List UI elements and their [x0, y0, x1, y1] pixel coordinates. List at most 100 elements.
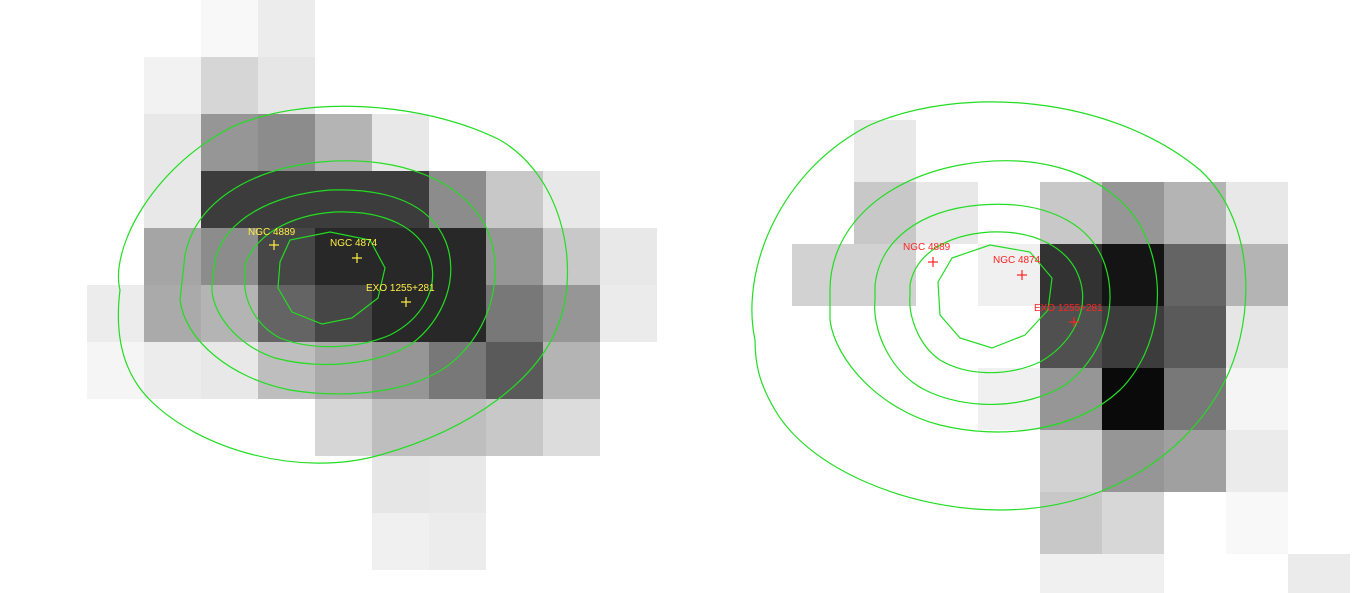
- pixel: [1040, 430, 1102, 492]
- pixel: [201, 114, 258, 171]
- left-xray-map: NGC 4889 NGC 4874 EXO 1255+281: [87, 0, 657, 570]
- right-contour-3: [874, 203, 1111, 406]
- pixel: [201, 0, 258, 57]
- pixel: [486, 342, 543, 399]
- pixel: [258, 114, 315, 171]
- left-contour-2: [179, 160, 496, 395]
- pixel: [429, 171, 486, 228]
- right-label-ngc4874: NGC 4874: [993, 255, 1041, 266]
- right-contour-4: [909, 231, 1084, 374]
- pixel: [1226, 182, 1288, 244]
- pixel: [144, 171, 201, 228]
- pixel: [1164, 244, 1226, 306]
- right-marker-ngc4889: NGC 4889: [903, 242, 951, 267]
- pixel: [486, 285, 543, 342]
- pixel: [201, 285, 258, 342]
- pixel: [600, 285, 657, 342]
- pixel: [1164, 430, 1226, 492]
- right-pixel-grid: [792, 120, 1350, 593]
- pixel: [201, 171, 258, 228]
- pixel: [543, 285, 600, 342]
- pixel: [258, 342, 315, 399]
- right-label-ngc4889: NGC 4889: [903, 242, 951, 253]
- pixel: [1164, 368, 1226, 430]
- pixel: [315, 399, 372, 456]
- pixel: [543, 342, 600, 399]
- pixel: [144, 342, 201, 399]
- pixel: [1164, 306, 1226, 368]
- pixel: [87, 342, 144, 399]
- right-marker-ngc4874: NGC 4874: [993, 255, 1041, 280]
- pixel: [1040, 368, 1102, 430]
- pixel: [144, 285, 201, 342]
- left-label-ngc4889: NGC 4889: [248, 227, 296, 238]
- pixel: [978, 244, 1040, 306]
- pixel: [429, 513, 486, 570]
- right-source-markers: NGC 4889 NGC 4874 EXO 1255+281: [903, 242, 1103, 327]
- pixel: [1040, 492, 1102, 554]
- pixel: [1102, 368, 1164, 430]
- pixel: [486, 399, 543, 456]
- pixel: [486, 171, 543, 228]
- pixel: [1102, 182, 1164, 244]
- pixel: [372, 456, 429, 513]
- right-marker-exo1255: EXO 1255+281: [1034, 303, 1103, 327]
- pixel: [372, 513, 429, 570]
- pixel: [258, 171, 315, 228]
- pixel: [429, 456, 486, 513]
- right-contour-2: [829, 160, 1158, 433]
- pixel: [315, 342, 372, 399]
- pixel: [372, 114, 429, 171]
- pixel: [1040, 182, 1102, 244]
- pixel: [1102, 244, 1164, 306]
- left-marker-ngc4889: NGC 4889: [248, 227, 296, 250]
- pixel: [429, 342, 486, 399]
- pixel: [1226, 492, 1288, 554]
- left-contour-inner: [277, 231, 386, 325]
- pixel: [315, 285, 372, 342]
- pixel: [1226, 306, 1288, 368]
- pixel: [1102, 306, 1164, 368]
- left-contour-3: [211, 189, 452, 366]
- pixel: [1102, 430, 1164, 492]
- pixel: [144, 57, 201, 114]
- pixel: [372, 342, 429, 399]
- left-marker-ngc4874: NGC 4874: [330, 238, 378, 263]
- left-contours: [117, 105, 569, 464]
- left-marker-exo1255: EXO 1255+281: [366, 283, 435, 307]
- pixel: [429, 399, 486, 456]
- pixel: [372, 285, 429, 342]
- pixel: [1226, 430, 1288, 492]
- pixel: [543, 228, 600, 285]
- left-label-ngc4874: NGC 4874: [330, 238, 378, 249]
- pixel: [258, 0, 315, 57]
- pixel: [201, 57, 258, 114]
- pixel: [978, 368, 1040, 430]
- left-contour-outer: [117, 105, 569, 464]
- pixel: [258, 57, 315, 114]
- pixel: [1226, 368, 1288, 430]
- left-contour-4: [243, 211, 434, 348]
- right-image-panel: NGC 4889 NGC 4874 EXO 1255+281: [680, 0, 1363, 593]
- pixel: [372, 399, 429, 456]
- left-source-markers: NGC 4889 NGC 4874 EXO 1255+281: [248, 227, 435, 307]
- pixel: [429, 228, 486, 285]
- right-contour-inner: [937, 244, 1053, 349]
- right-xray-map: NGC 4889 NGC 4874 EXO 1255+281: [751, 101, 1350, 593]
- pixel: [543, 399, 600, 456]
- pixel: [258, 285, 315, 342]
- pixel: [315, 114, 372, 171]
- pixel: [792, 244, 854, 306]
- right-label-exo1255: EXO 1255+281: [1034, 303, 1103, 314]
- pixel: [1102, 492, 1164, 554]
- pixel: [854, 120, 916, 182]
- pixel: [916, 182, 978, 244]
- pixel: [144, 228, 201, 285]
- pixel: [1226, 244, 1288, 306]
- pixel: [144, 114, 201, 171]
- pixel: [1164, 182, 1226, 244]
- pixel: [1040, 554, 1102, 593]
- left-label-exo1255: EXO 1255+281: [366, 283, 435, 294]
- pixel: [315, 171, 372, 228]
- pixel: [600, 228, 657, 285]
